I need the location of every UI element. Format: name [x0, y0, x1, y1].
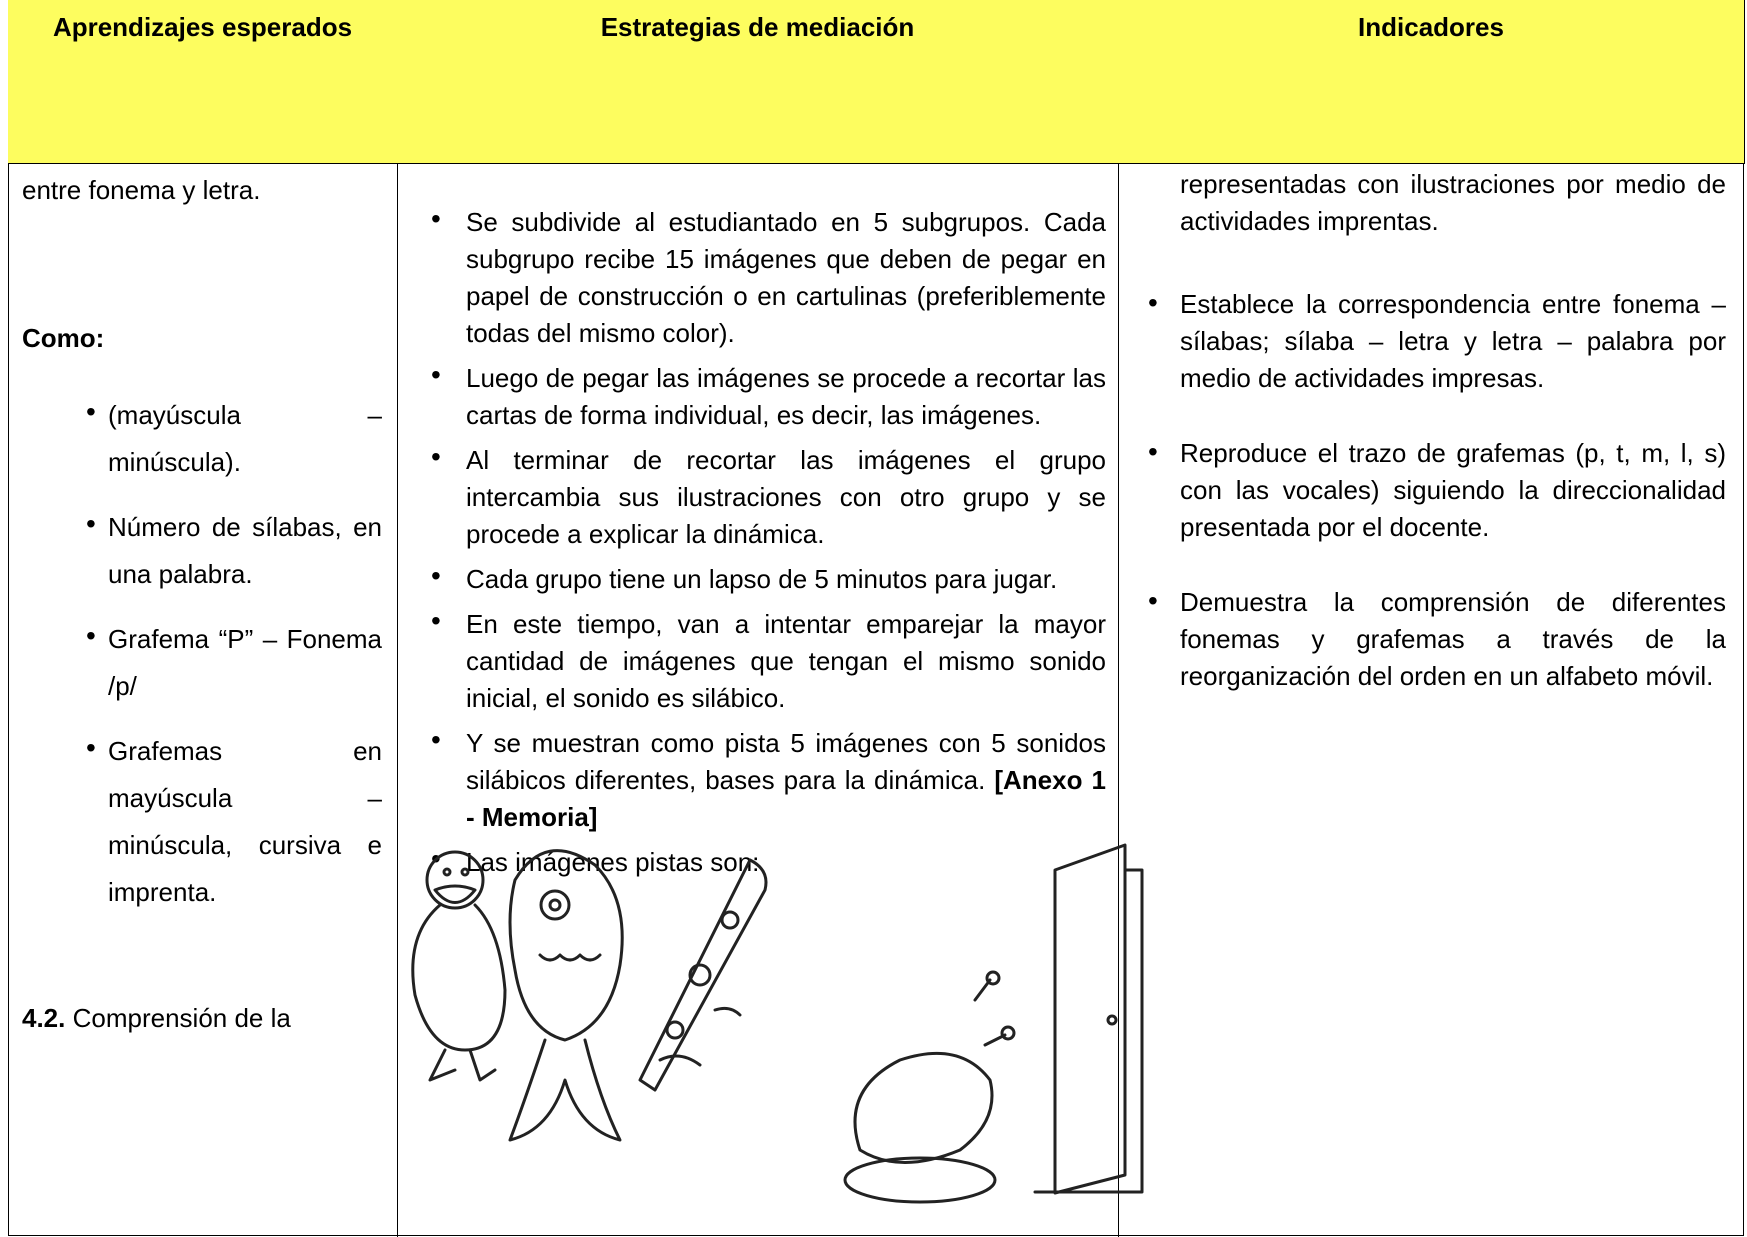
section: 4.2. Comprensión de la [22, 998, 382, 1038]
chicken-icon [843, 970, 1016, 1204]
list-item: En este tiempo, van a intentar emparejar… [431, 602, 1106, 717]
pizza-icon [638, 858, 768, 1092]
header-cell: Estrategias de mediación [397, 0, 1119, 164]
estrategias-cell: Se subdivide al estudiantado en 5 subgru… [431, 200, 1106, 889]
duck-icon [411, 850, 507, 1082]
list-item: Cada grupo tiene un lapso de 5 minutos p… [431, 557, 1106, 598]
list-item: Al terminar de recortar las imágenes el … [431, 438, 1106, 553]
header-cell: Indicadores [1118, 0, 1745, 164]
aprendizajes-cell: entre fonema y letra. Como: (mayúscula –… [22, 170, 382, 1038]
door-icon [1033, 843, 1144, 1195]
header-cell: Aprendizajes esperados [8, 0, 398, 164]
annex-ref: [Anexo 1 - Memoria] [466, 765, 1106, 832]
column-divider [397, 164, 398, 1237]
intro-text: entre fonema y letra. [22, 175, 261, 205]
list: (mayúscula – minúscula). Número de sílab… [86, 388, 382, 916]
list-item: Establece la correspondencia entre fonem… [1148, 284, 1726, 397]
list-item: (mayúscula – minúscula). [86, 388, 382, 486]
list: Establece la correspondencia entre fonem… [1148, 284, 1726, 695]
intro-text: representadas con ilustraciones por medi… [1180, 169, 1726, 236]
label: Como: [22, 323, 105, 353]
fish-icon [508, 849, 624, 1142]
item-text: Y se muestran como pista 5 imágenes con … [466, 728, 1106, 795]
section-number: 4.2. [22, 1003, 66, 1033]
list-item: Las imágenes pistas son: [431, 840, 1106, 881]
list-item: Reproduce el trazo de grafemas (p, t, m,… [1148, 433, 1726, 546]
table [8, 0, 1744, 1236]
column-divider [1118, 164, 1119, 1237]
list-item: Y se muestran como pista 5 imágenes con … [431, 721, 1106, 836]
list-item: Número de sílabas, en una palabra. [86, 500, 382, 598]
section-text: Comprensión de la [72, 1003, 291, 1033]
list-item: Luego de pegar las imágenes se procede a… [431, 356, 1106, 434]
list-item: Grafemas en mayúscula – minúscula, cursi… [86, 724, 382, 916]
list-item: Grafema “P” – Fonema /p/ [86, 612, 382, 710]
list: Se subdivide al estudiantado en 5 subgru… [431, 200, 1106, 881]
indicadores-cell: representadas con ilustraciones por medi… [1148, 166, 1726, 733]
list-item: Demuestra la comprensión de diferentes f… [1148, 582, 1726, 695]
list-item: Se subdivide al estudiantado en 5 subgru… [431, 200, 1106, 352]
